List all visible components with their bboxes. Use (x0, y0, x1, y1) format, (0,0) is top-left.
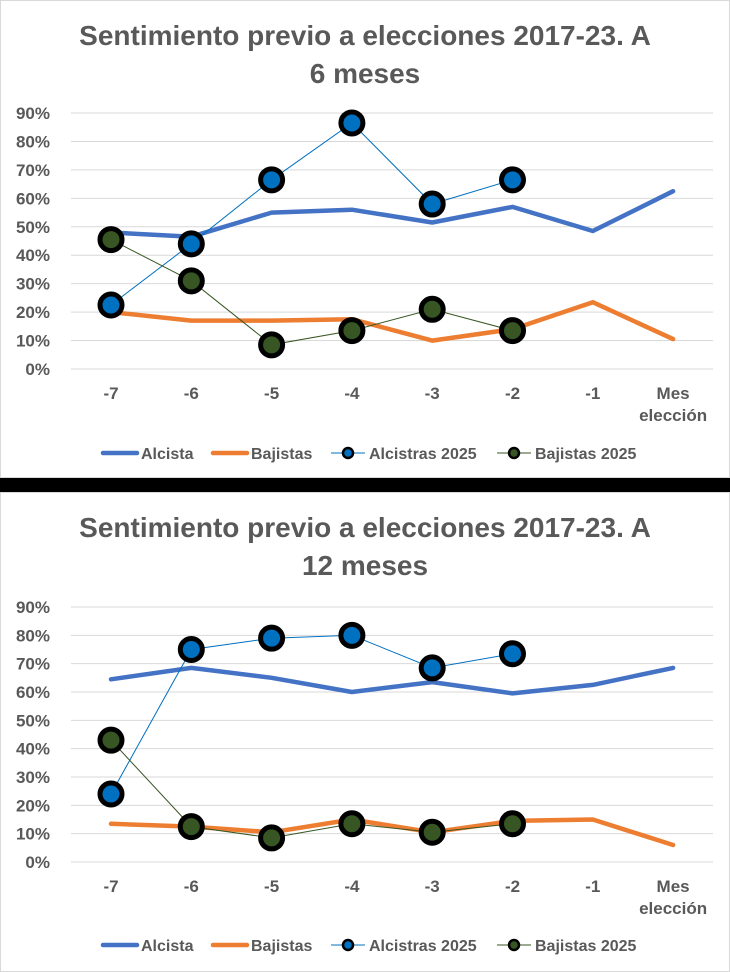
x-tick-label: Mes (657, 384, 690, 403)
legend-marker (341, 938, 355, 952)
x-tick-label: -4 (344, 877, 360, 896)
chart-title: Sentimiento previo a elecciones 2017-23.… (1, 509, 729, 585)
x-tick-label: -1 (585, 877, 600, 896)
chart-title-line1: Sentimiento previo a elecciones 2017-23.… (79, 20, 651, 51)
data-point-marker (418, 190, 446, 218)
data-point-marker (177, 636, 205, 663)
series-line-alcistras-2025 (110, 122, 513, 306)
y-tick-label: 20% (16, 303, 50, 322)
data-point-marker (258, 166, 286, 194)
data-point-marker (418, 818, 446, 846)
x-tick-label: -3 (425, 384, 440, 403)
data-point-marker (338, 810, 366, 838)
data-point-marker (418, 654, 446, 682)
x-tick-label: -3 (425, 877, 440, 896)
legend-label: Bajistas 2025 (535, 446, 637, 463)
x-tick-label: -7 (103, 384, 118, 403)
y-tick-label: 10% (16, 332, 50, 351)
data-point-marker (177, 230, 205, 258)
chart-title-line2: 6 meses (309, 58, 421, 89)
y-tick-label: 50% (16, 218, 50, 237)
legend-label: Alcista (141, 938, 194, 955)
line-chart-12-meses: 0% 10% 20% 30% 40% 50% 60% 70% 80% 90% -7 -6 -5 -4 -3 -… (16, 598, 713, 955)
y-tick-label: 90% (16, 598, 50, 617)
data-point-marker (97, 226, 125, 254)
data-point-marker (499, 317, 526, 345)
y-tick-label: 10% (16, 825, 50, 844)
y-tick-label: 60% (16, 189, 50, 208)
legend-label: Alcista (141, 446, 194, 463)
x-tick-label: -6 (184, 384, 199, 403)
y-tick-label: 40% (16, 740, 50, 759)
y-tick-label: 20% (16, 796, 50, 815)
chart-panel-6-meses: Sentimiento previo a elecciones 2017-23.… (0, 0, 730, 478)
data-point-marker (258, 624, 286, 652)
y-tick-label: 50% (16, 711, 50, 730)
x-tick-label: elección (639, 899, 707, 918)
chart-title-line1: Sentimiento previo a elecciones 2017-23.… (79, 512, 651, 543)
legend-label: Bajistas 2025 (535, 938, 637, 955)
y-tick-label: 30% (16, 768, 50, 787)
x-tick-label: -7 (103, 877, 118, 896)
data-point-marker (177, 813, 205, 841)
x-tick-label: elección (639, 406, 707, 425)
x-tick-label: -5 (264, 877, 279, 896)
series-line-alcistras-2025 (110, 634, 513, 795)
x-tick-label: -1 (585, 384, 600, 403)
chart-panel-12-meses: Sentimiento previo a elecciones 2017-23.… (0, 492, 730, 972)
data-point-marker (97, 780, 125, 808)
y-tick-label: 80% (16, 626, 50, 645)
x-tick-label: -5 (264, 384, 279, 403)
line-chart-6-meses: 0% 10% 20% 30% 40% 50% 60% 70% 80% 90% -7 -6 -5 -4 -3 -… (16, 104, 713, 463)
x-tick-label: -2 (505, 877, 520, 896)
data-point-marker (97, 726, 125, 754)
data-point-marker (499, 810, 526, 838)
y-tick-label: 0% (25, 360, 50, 379)
series-line-bajistas-2025 (110, 739, 513, 839)
data-point-marker (258, 331, 286, 359)
x-tick-label: -6 (184, 877, 199, 896)
y-tick-label: 40% (16, 246, 50, 265)
legend-label: Bajistas (251, 938, 312, 955)
data-point-marker (418, 295, 446, 323)
y-tick-label: 0% (25, 853, 50, 872)
x-tick-label: -2 (505, 384, 520, 403)
x-tick-label: Mes (657, 877, 690, 896)
data-point-marker (499, 640, 526, 668)
data-point-marker (338, 621, 366, 649)
data-point-marker (97, 291, 125, 319)
legend-marker (507, 938, 521, 952)
legend-label: Alcistras 2025 (369, 446, 477, 463)
y-tick-label: 80% (16, 132, 50, 151)
chart-title: Sentimiento previo a elecciones 2017-23.… (1, 17, 729, 93)
y-tick-label: 70% (16, 655, 50, 674)
legend-label: Bajistas (251, 446, 312, 463)
data-point-marker (499, 166, 526, 194)
series-line-bajistas (108, 299, 676, 343)
data-point-marker (258, 824, 286, 852)
legend-marker (341, 446, 355, 460)
series-line-alcista (108, 665, 676, 696)
legend-label: Alcistras 2025 (369, 938, 477, 955)
data-point-marker (338, 317, 366, 345)
data-point-marker (338, 109, 366, 137)
y-tick-label: 70% (16, 161, 50, 180)
legend-marker (507, 446, 521, 460)
x-tick-label: -4 (344, 384, 360, 403)
y-tick-label: 90% (16, 104, 50, 123)
series-line-bajistas-2025 (110, 239, 513, 346)
y-tick-label: 60% (16, 683, 50, 702)
chart-title-line2: 12 meses (301, 550, 429, 581)
data-point-marker (177, 267, 205, 295)
y-tick-label: 30% (16, 275, 50, 294)
